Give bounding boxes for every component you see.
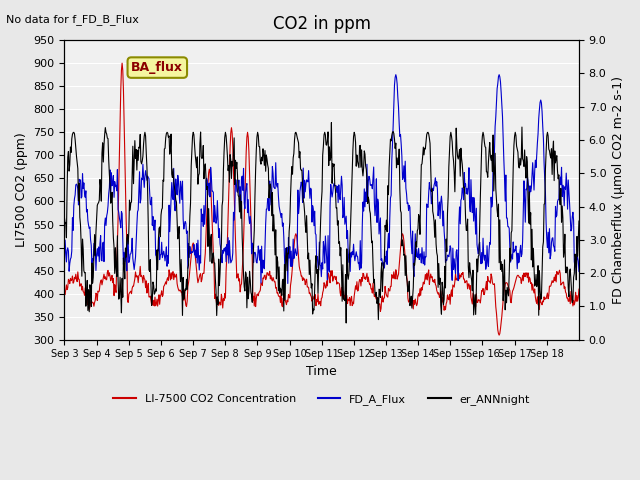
Title: CO2 in ppm: CO2 in ppm <box>273 15 371 33</box>
Y-axis label: FD Chamberflux (μmol CO2 m-2 s-1): FD Chamberflux (μmol CO2 m-2 s-1) <box>612 76 625 304</box>
X-axis label: Time: Time <box>307 365 337 378</box>
Text: BA_flux: BA_flux <box>131 61 183 74</box>
Text: No data for f_FD_B_Flux: No data for f_FD_B_Flux <box>6 14 140 25</box>
Legend: LI-7500 CO2 Concentration, FD_A_Flux, er_ANNnight: LI-7500 CO2 Concentration, FD_A_Flux, er… <box>109 389 534 409</box>
Y-axis label: LI7500 CO2 (ppm): LI7500 CO2 (ppm) <box>15 132 28 247</box>
